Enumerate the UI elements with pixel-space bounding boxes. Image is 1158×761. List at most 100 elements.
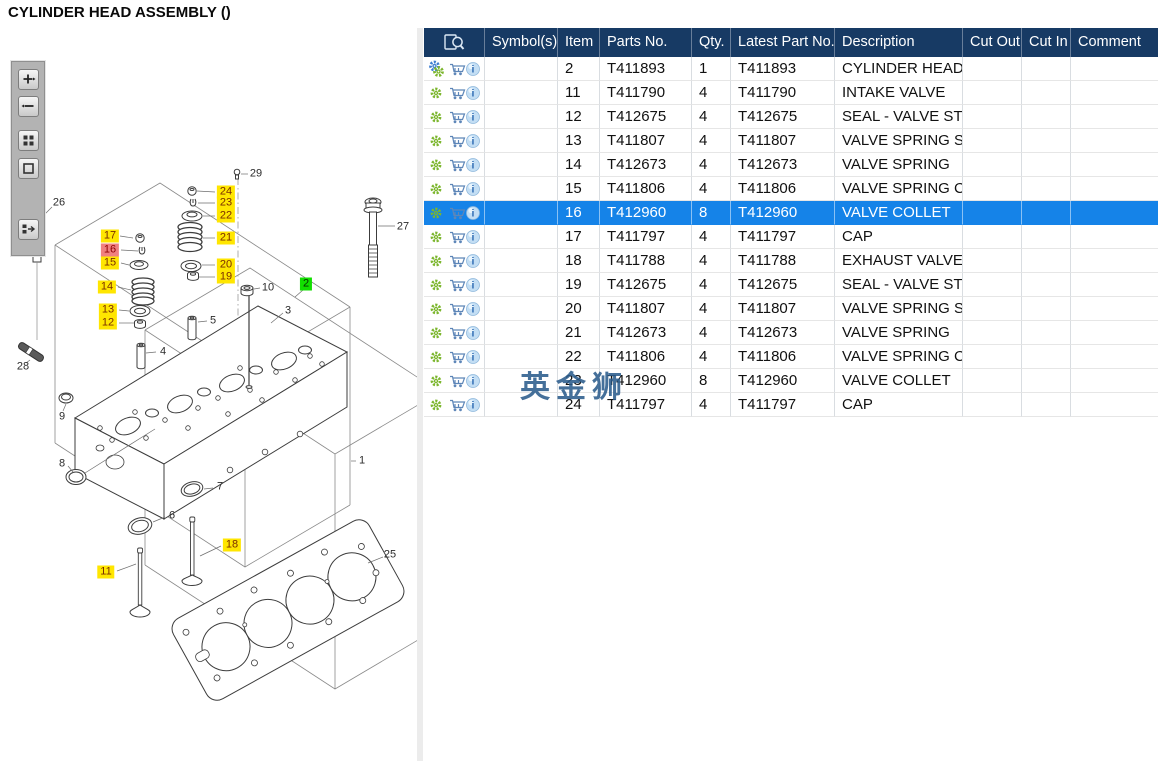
diagram-callout-12[interactable]: 12 [99, 317, 117, 330]
cell-cut-out [963, 273, 1022, 297]
diagram-callout-16[interactable]: 16 [101, 244, 119, 257]
cell-symbols [485, 153, 558, 177]
cell-cut-in [1022, 345, 1071, 369]
cell-symbols [485, 129, 558, 153]
diagram-callout-5[interactable]: 5 [207, 315, 219, 328]
table-row[interactable]: i17T4117974T411797CAP [424, 225, 1158, 249]
cart-icon [450, 184, 465, 195]
diagram-callout-29[interactable]: 29 [247, 168, 265, 181]
cell-cut-in [1022, 321, 1071, 345]
fit-view-button[interactable] [18, 158, 39, 179]
info-icon: i [467, 374, 480, 387]
row-action-icons[interactable]: i [424, 201, 485, 225]
table-row[interactable]: i18T4117884T411788EXHAUST VALVE [424, 249, 1158, 273]
column-header: Comment [1071, 28, 1158, 57]
parts-stack-right [178, 187, 202, 281]
row-action-icons[interactable]: i [424, 57, 485, 81]
diagram-callout-28[interactable]: 28 [14, 361, 32, 374]
table-row[interactable]: i12T4126754T412675SEAL - VALVE STEM [424, 105, 1158, 129]
row-action-icons[interactable]: i [424, 225, 485, 249]
diagram-callout-21[interactable]: 21 [217, 232, 235, 245]
cell-qty: 1 [692, 57, 731, 81]
cell-cut-out [963, 225, 1022, 249]
cell-latest-part-no: T411790 [731, 81, 835, 105]
table-row[interactable]: i19T4126754T412675SEAL - VALVE STEM [424, 273, 1158, 297]
row-action-icons[interactable]: i [424, 393, 485, 417]
diagram-callout-18[interactable]: 18 [223, 539, 241, 552]
cell-item: 14 [558, 153, 600, 177]
diagram-callout-22[interactable]: 22 [217, 210, 235, 223]
cell-cut-out [963, 297, 1022, 321]
gear-icon [432, 113, 440, 121]
diagram-callout-2[interactable]: 2 [300, 278, 312, 291]
diagram-callout-3[interactable]: 3 [282, 305, 294, 318]
gear-double-icon [431, 62, 443, 76]
cell-description: VALVE SPRING [835, 153, 963, 177]
row-action-icons[interactable]: i [424, 153, 485, 177]
diagram-callout-15[interactable]: 15 [101, 257, 119, 270]
diagram-callout-23[interactable]: 23 [217, 197, 235, 210]
cell-cut-in [1022, 249, 1071, 273]
table-row[interactable]: i11T4117904T411790INTAKE VALVE [424, 81, 1158, 105]
pane-splitter[interactable] [417, 28, 423, 761]
page-title: CYLINDER HEAD ASSEMBLY () [8, 4, 231, 21]
diagram-callout-26[interactable]: 26 [50, 197, 68, 210]
svg-text:i: i [472, 63, 475, 75]
row-action-icons[interactable]: i [424, 177, 485, 201]
cell-latest-part-no: T412675 [731, 105, 835, 129]
diagram-callout-13[interactable]: 13 [99, 304, 117, 317]
info-icon: i [467, 326, 480, 339]
cart-icon [450, 136, 465, 147]
cart-icon [450, 160, 465, 171]
table-row[interactable]: i20T4118074T411807VALVE SPRING SEAT [424, 297, 1158, 321]
info-icon: i [467, 230, 480, 243]
row-action-icons[interactable]: i [424, 273, 485, 297]
cart-icon [450, 208, 465, 219]
row-action-icons[interactable]: i [424, 345, 485, 369]
row-action-icons[interactable]: i [424, 297, 485, 321]
column-header: Latest Part No. [731, 28, 835, 57]
diagram-callout-17[interactable]: 17 [101, 230, 119, 243]
diagram-callout-11[interactable]: 11 [97, 566, 114, 579]
cell-cut-in [1022, 297, 1071, 321]
info-icon: i [467, 278, 480, 291]
diagram-callout-10[interactable]: 10 [259, 282, 277, 295]
row-action-icons[interactable]: i [424, 321, 485, 345]
diagram-callout-1[interactable]: 1 [356, 455, 368, 468]
table-row[interactable]: i21T4126734T412673VALVE SPRING [424, 321, 1158, 345]
table-row[interactable]: i2T4118931T411893CYLINDER HEAD ASSEMBLY [424, 57, 1158, 81]
diagram-callout-4[interactable]: 4 [157, 346, 169, 359]
row-action-icons[interactable]: i [424, 129, 485, 153]
grid-view-button[interactable] [18, 130, 39, 151]
diagram-callout-8[interactable]: 8 [56, 458, 68, 471]
gear-icon [432, 185, 440, 193]
diagram-callout-19[interactable]: 19 [217, 271, 235, 284]
cell-symbols [485, 177, 558, 201]
zoom-in-button[interactable] [18, 69, 39, 90]
zoom-out-button[interactable] [18, 96, 39, 117]
cell-parts-no: T411807 [600, 129, 692, 153]
cell-item: 18 [558, 249, 600, 273]
table-row[interactable]: i13T4118074T411807VALVE SPRING SEAT [424, 129, 1158, 153]
row-action-icons[interactable]: i [424, 81, 485, 105]
row-action-icons[interactable]: i [424, 249, 485, 273]
cell-comment [1071, 273, 1158, 297]
diagram-callout-27[interactable]: 27 [394, 221, 412, 234]
cell-description: VALVE SPRING CAP [835, 177, 963, 201]
diagram-callout-7[interactable]: 7 [214, 481, 226, 494]
cell-qty: 4 [692, 81, 731, 105]
diagram-callout-14[interactable]: 14 [98, 281, 116, 294]
svg-text:i: i [472, 87, 475, 99]
diagram-callout-6[interactable]: 6 [166, 510, 178, 523]
diagram-callout-9[interactable]: 9 [56, 411, 68, 424]
table-row[interactable]: i15T4118064T411806VALVE SPRING CAP [424, 177, 1158, 201]
table-row[interactable]: i14T4126734T412673VALVE SPRING [424, 153, 1158, 177]
show-list-button[interactable] [18, 219, 39, 240]
svg-text:i: i [472, 375, 475, 387]
cell-symbols [485, 321, 558, 345]
row-action-icons[interactable]: i [424, 105, 485, 129]
table-row[interactable]: i16T4129608T412960VALVE COLLET [424, 201, 1158, 225]
diagram-callout-25[interactable]: 25 [381, 549, 399, 562]
cell-comment [1071, 177, 1158, 201]
row-action-icons[interactable]: i [424, 369, 485, 393]
